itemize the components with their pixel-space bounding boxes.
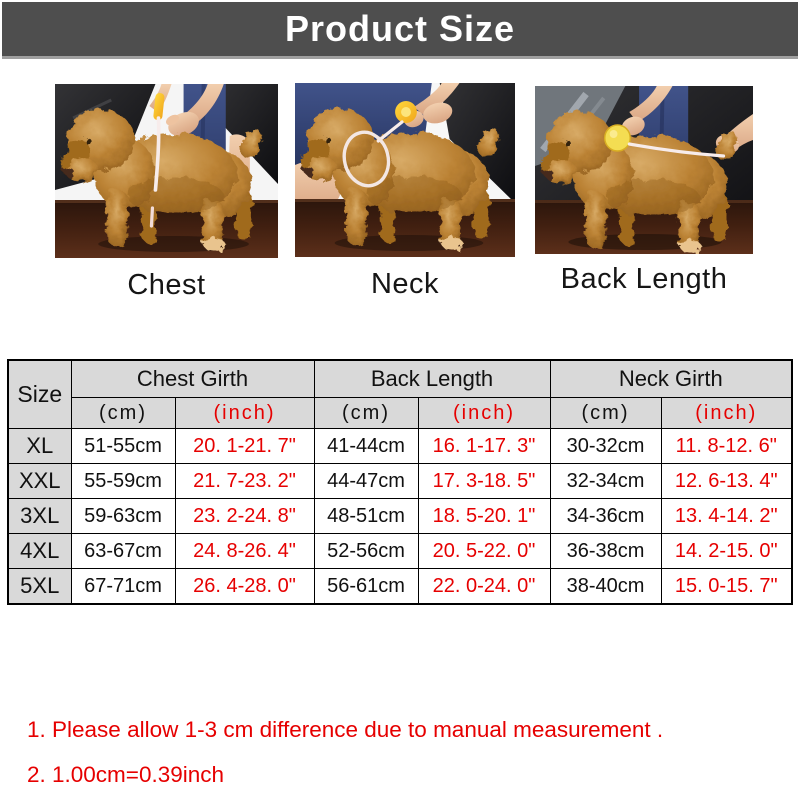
- table-row: 5XL 67-71cm 26. 4-28. 0" 56-61cm 22. 0-2…: [7, 568, 793, 605]
- measurement-photo-neck: [295, 83, 515, 257]
- neck-cm-cell: 32-34cm: [549, 463, 662, 499]
- note-measurement-tolerance: 1. Please allow 1-3 cm difference due to…: [27, 717, 664, 742]
- table-row: 3XL 59-63cm 23. 2-24. 8" 48-51cm 18. 5-2…: [7, 498, 793, 534]
- photo-caption-chest: Chest: [127, 269, 206, 301]
- neck-girth-header: Neck Girth: [549, 359, 793, 398]
- photo-figure-chest: Chest: [55, 84, 278, 302]
- photo-figure-neck: Neck: [295, 83, 515, 301]
- size-cell: 3XL: [7, 498, 72, 534]
- measurement-photo-chest: [55, 84, 278, 258]
- neck-cm-cell: 30-32cm: [549, 428, 662, 464]
- neck-cm-unit-header: (cm): [549, 397, 662, 429]
- size-table: Size Chest Girth Back Length Neck Girth …: [7, 359, 794, 605]
- couch-background: [439, 83, 515, 203]
- neck-inch-cell: 15. 0-15. 7": [660, 568, 793, 605]
- chest-cm-cell: 55-59cm: [70, 463, 176, 499]
- back-inch-cell: 16. 1-17. 3": [417, 428, 551, 464]
- neck-inch-cell: 11. 8-12. 6": [660, 428, 793, 464]
- size-cell: XXL: [7, 463, 72, 499]
- photo-figure-back-length: Back Length: [535, 86, 753, 296]
- measurement-photo-back-length: [535, 86, 753, 254]
- size-cell: 5XL: [7, 568, 72, 605]
- note-unit-conversion: 2. 1.00cm=0.39inch: [27, 762, 225, 787]
- back-cm-cell: 52-56cm: [313, 533, 419, 569]
- back-length-header: Back Length: [313, 359, 551, 398]
- back-cm-cell: 56-61cm: [313, 568, 419, 605]
- table-row: 4XL 63-67cm 24. 8-26. 4" 52-56cm 20. 5-2…: [7, 533, 793, 569]
- chest-inch-cell: 26. 4-28. 0": [174, 568, 315, 605]
- measuring-tape: [149, 93, 180, 228]
- chest-cm-cell: 63-67cm: [70, 533, 176, 569]
- tape-loop: [342, 130, 391, 188]
- chest-cm-cell: 59-63cm: [70, 498, 176, 534]
- back-inch-unit-header: (inch): [417, 397, 551, 429]
- neck-inch-cell: 14. 2-15. 0": [660, 533, 793, 569]
- back-inch-cell: 20. 5-22. 0": [417, 533, 551, 569]
- neck-inch-unit-header: (inch): [660, 397, 793, 429]
- back-cm-cell: 44-47cm: [313, 463, 419, 499]
- photo-caption-back-length: Back Length: [560, 263, 728, 295]
- table-row: XL 51-55cm 20. 1-21. 7" 41-44cm 16. 1-17…: [7, 428, 793, 464]
- size-cell: 4XL: [7, 533, 72, 569]
- neck-inch-cell: 12. 6-13. 4": [660, 463, 793, 499]
- size-cell: XL: [7, 428, 72, 464]
- tape-reel: [153, 93, 165, 121]
- page-title: Product Size: [284, 8, 516, 49]
- measuring-tape: [342, 101, 417, 188]
- photo-caption-neck: Neck: [370, 268, 440, 300]
- back-cm-cell: 48-51cm: [313, 498, 419, 534]
- neck-cm-cell: 36-38cm: [549, 533, 662, 569]
- chest-inch-cell: 20. 1-21. 7": [174, 428, 315, 464]
- back-cm-cell: 41-44cm: [313, 428, 419, 464]
- chest-girth-header: Chest Girth: [70, 359, 315, 398]
- table-row: XXL 55-59cm 21. 7-23. 2" 44-47cm 17. 3-1…: [7, 463, 793, 499]
- size-column-header: Size: [7, 359, 72, 429]
- tape-reel: [603, 124, 631, 152]
- size-table-container: Size Chest Girth Back Length Neck Girth …: [7, 359, 794, 605]
- chest-inch-cell: 24. 8-26. 4": [174, 533, 315, 569]
- header-bar: Product Size: [2, 2, 798, 59]
- finger: [166, 114, 180, 126]
- chest-inch-unit-header: (inch): [174, 397, 315, 429]
- chest-cm-unit-header: (cm): [70, 397, 176, 429]
- neck-cm-cell: 34-36cm: [549, 498, 662, 534]
- chest-inch-cell: 23. 2-24. 8": [174, 498, 315, 534]
- measuring-tape: [603, 116, 726, 158]
- back-inch-cell: 17. 3-18. 5": [417, 463, 551, 499]
- chest-cm-cell: 67-71cm: [70, 568, 176, 605]
- back-cm-unit-header: (cm): [313, 397, 419, 429]
- neck-inch-cell: 13. 4-14. 2": [660, 498, 793, 534]
- footer-notes: 1. Please allow 1-3 cm difference due to…: [27, 717, 663, 800]
- neck-cm-cell: 38-40cm: [549, 568, 662, 605]
- back-inch-cell: 22. 0-24. 0": [417, 568, 551, 605]
- chest-inch-cell: 21. 7-23. 2": [174, 463, 315, 499]
- back-inch-cell: 18. 5-20. 1": [417, 498, 551, 534]
- chest-cm-cell: 51-55cm: [70, 428, 176, 464]
